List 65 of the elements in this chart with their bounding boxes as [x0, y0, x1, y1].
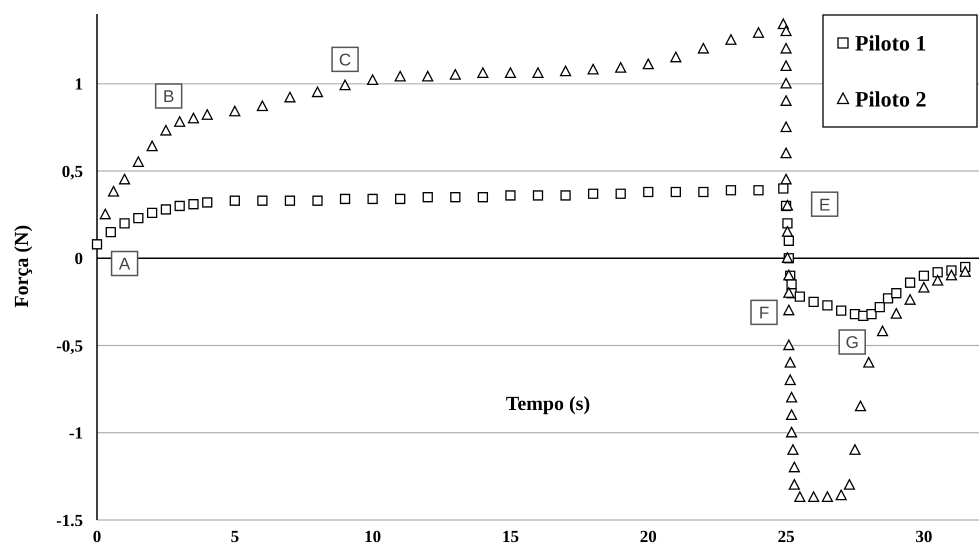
annotation: F — [758, 303, 770, 322]
point — [119, 218, 130, 229]
y-tick-label: -0,5 — [56, 336, 83, 356]
point — [367, 194, 378, 204]
point — [505, 190, 516, 201]
x-tick-label: 25 — [778, 527, 795, 546]
point — [174, 200, 185, 212]
x-tick-label: 5 — [230, 527, 240, 546]
legend-label: Piloto 2 — [855, 86, 926, 112]
point — [340, 194, 350, 204]
annotation: E — [818, 195, 830, 214]
point — [146, 208, 158, 218]
point — [866, 308, 877, 320]
point — [312, 196, 323, 206]
y-axis-title: Força (N) — [11, 224, 33, 308]
point — [230, 196, 240, 206]
annotation: C — [338, 50, 352, 70]
point — [588, 188, 598, 199]
y-tick-label: 1 — [74, 74, 83, 94]
point — [904, 278, 916, 288]
point — [778, 183, 788, 194]
point — [284, 196, 296, 206]
point — [808, 296, 819, 308]
point — [643, 186, 654, 198]
point — [560, 190, 571, 201]
point — [92, 239, 102, 250]
annotation: B — [162, 87, 174, 106]
point — [670, 186, 681, 198]
point — [106, 226, 116, 238]
point — [784, 236, 794, 246]
x-tick-label: 20 — [640, 527, 657, 546]
point — [616, 188, 626, 199]
point — [478, 192, 488, 202]
annotation: G — [846, 333, 859, 352]
point — [202, 197, 212, 208]
point — [726, 185, 736, 196]
point — [698, 186, 709, 198]
y-tick-label: 0,5 — [62, 162, 83, 181]
y-tick-label: -1.5 — [56, 510, 83, 530]
x-tick-label: 15 — [502, 527, 519, 546]
point — [794, 292, 805, 302]
point — [782, 218, 793, 229]
point — [532, 190, 544, 201]
point — [188, 199, 199, 210]
point — [422, 192, 433, 202]
point — [836, 305, 846, 316]
point — [874, 302, 885, 312]
y-tick-label: 0 — [74, 249, 83, 268]
point — [822, 300, 833, 311]
x-tick-label: 10 — [364, 527, 382, 546]
point — [918, 270, 930, 281]
point — [160, 204, 172, 215]
point — [891, 288, 902, 298]
x-axis-title: Tempo (s) — [506, 393, 590, 415]
x-tick-label: 0 — [92, 527, 102, 546]
point — [450, 192, 460, 202]
point — [133, 212, 144, 224]
x-tick-label: 30 — [915, 527, 932, 546]
point — [395, 194, 406, 204]
annotation: A — [118, 254, 131, 274]
legend-label: Piloto 1 — [855, 30, 926, 56]
point — [753, 185, 764, 196]
y-tick-label: -1 — [68, 424, 83, 443]
point — [932, 267, 943, 278]
point — [257, 196, 268, 206]
